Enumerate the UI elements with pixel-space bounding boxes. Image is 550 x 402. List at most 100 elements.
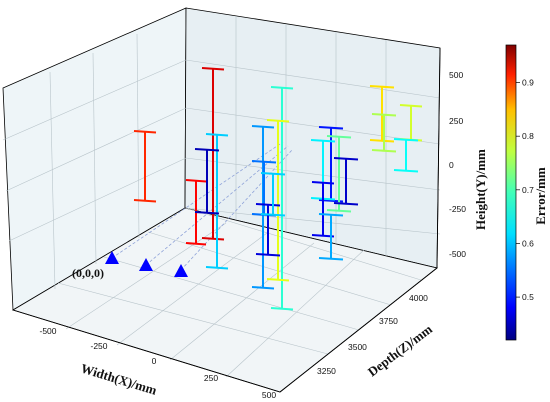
error-bar-cap-top (318, 126, 344, 130)
grid-line (49, 71, 56, 290)
grid-line (185, 59, 441, 99)
error-bar-cap-bottom (369, 139, 395, 143)
error-bar-cap-bottom (266, 278, 290, 282)
error-bar (266, 119, 290, 282)
grid-line (225, 249, 365, 378)
guide-line (180, 149, 293, 271)
grid-line (169, 242, 315, 361)
camera-marker (139, 258, 153, 271)
camera-marker (105, 251, 119, 264)
z-tick-label: 3500 (348, 342, 367, 352)
error-bar-cap-top (266, 119, 290, 123)
error-bar-cap-top (326, 135, 352, 139)
x-axis-label: Width(X)/mm (79, 361, 159, 398)
grid-lines (2, 16, 441, 378)
grid-line (57, 282, 329, 355)
error-bar (333, 157, 359, 206)
error-bar-cap-top (194, 148, 220, 152)
colorbar-tick-label: 0.8 (522, 131, 534, 141)
error-bar-cap-top (311, 181, 335, 185)
error-bar (194, 148, 220, 215)
error-bar-cap-top (371, 113, 397, 117)
x-tick-label: 500 (262, 390, 276, 400)
error-bar-cap-bottom (251, 286, 275, 290)
axis-lines (12, 47, 441, 393)
error-bar (133, 130, 157, 203)
error-bar-cap-bottom (270, 307, 294, 311)
error-bar (326, 135, 352, 213)
error-bar (205, 133, 229, 270)
error-bars (133, 67, 423, 311)
error-bar-cap-bottom (333, 202, 359, 206)
colorbar-tick-label: 0.9 (522, 78, 534, 88)
error-bar (318, 213, 344, 261)
x-tick-label: 250 (204, 373, 218, 383)
error-bar-cap-bottom (201, 237, 225, 241)
error-bar-cap-top (133, 130, 157, 134)
grid-line (185, 207, 441, 235)
error-bar-cap-top (201, 67, 225, 71)
error-bar (270, 86, 294, 311)
y-tick-label: 0 (449, 160, 454, 170)
error-bar-cap-bottom (326, 209, 352, 213)
y-axis-label: Height(Y)/mm (473, 149, 488, 230)
x-tick-label: -250 (90, 341, 107, 351)
error-bar-cap-top (369, 85, 395, 89)
grid-line (5, 107, 187, 192)
error-bar-cap-top (255, 203, 281, 207)
colorbar-tick-label: 0.7 (522, 185, 534, 195)
error-bar-cap-bottom (318, 257, 344, 261)
error-bar-cap-top (318, 213, 344, 217)
x-tick-label: 0 (152, 356, 157, 366)
grid-line (136, 33, 140, 239)
error-bar-cap-top (310, 139, 336, 143)
error-bar-cap-bottom (255, 253, 281, 257)
grid-line (185, 107, 441, 145)
error-bar-cap-top (393, 138, 419, 142)
origin-label: (0,0,0) (72, 266, 104, 280)
error-bar-cap-bottom (194, 211, 220, 215)
grid-line (2, 59, 187, 141)
error-bar-cap-bottom (205, 266, 229, 270)
error-bar (369, 85, 395, 143)
error-bar (255, 203, 281, 257)
error-bar-cap-top (270, 86, 294, 90)
error-bar-cap-bottom (185, 242, 207, 246)
error-bar (201, 67, 225, 241)
z-tick-label: 3750 (379, 316, 398, 326)
error-bar (260, 172, 286, 217)
error-bar (393, 138, 419, 173)
y-tick-label: 500 (449, 70, 463, 80)
error-bar-cap-top (260, 172, 286, 176)
error-bar-cap-bottom (393, 169, 419, 173)
camera-marker (174, 264, 188, 277)
error-bar-cap-bottom (260, 213, 286, 217)
error-bar-cap-top (185, 179, 207, 183)
z-axis-ticks: 3250 3500 3750 4000 (317, 293, 428, 376)
z-tick-label: 4000 (409, 293, 428, 303)
error-bar-cap-top (333, 157, 359, 161)
error-bar (371, 113, 397, 153)
grid-line (8, 157, 187, 242)
grid-line (185, 157, 441, 191)
grid-line (116, 232, 268, 346)
y-tick-label: -250 (449, 204, 466, 214)
error-bar-cap-top (399, 104, 423, 108)
camera-markers (105, 251, 188, 277)
error-bar-cap-bottom (133, 199, 157, 203)
z-axis-label: Depth(Z)/mm (365, 321, 435, 379)
x-axis-ticks: -500 -250 0 250 500 (39, 326, 276, 400)
colorbar-tick-label: 0.5 (522, 292, 534, 302)
colorbar (505, 44, 517, 341)
x-tick-label: -500 (39, 326, 56, 336)
y-tick-label: -500 (449, 249, 466, 259)
grid-line (65, 222, 227, 330)
grid-line (92, 52, 97, 265)
error-bar-cap-top (251, 125, 275, 129)
grid-line (185, 207, 422, 281)
error-bar-cap-bottom (371, 149, 397, 153)
y-axis-ticks: 500 250 0 -250 -500 (449, 70, 466, 259)
error-bar-cap-top (205, 133, 229, 137)
